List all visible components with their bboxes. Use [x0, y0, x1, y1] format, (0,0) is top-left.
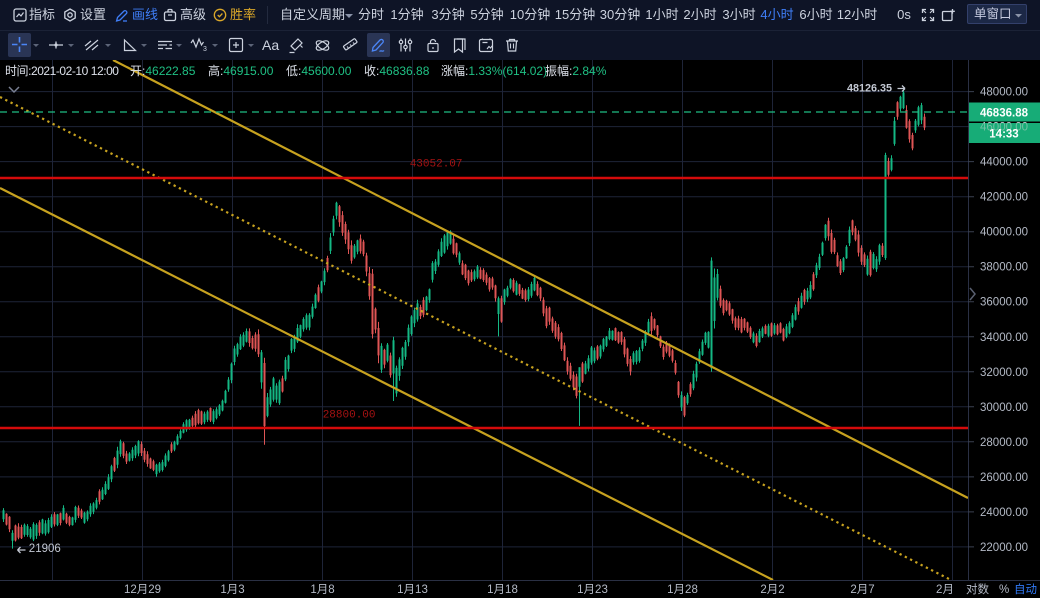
svg-text:40000.00: 40000.00	[980, 227, 1028, 239]
svg-text:46836.88: 46836.88	[980, 108, 1029, 120]
svg-text:2月2: 2月2	[760, 584, 784, 596]
svg-text:22000.00: 22000.00	[980, 542, 1028, 554]
svg-text:1月18: 1月18	[487, 584, 518, 596]
svg-text:28000.00: 28000.00	[980, 437, 1028, 449]
svg-text:2月7: 2月7	[850, 584, 874, 596]
svg-text:21906: 21906	[29, 543, 61, 555]
svg-text:36000.00: 36000.00	[980, 297, 1028, 309]
svg-text:%: %	[999, 584, 1009, 596]
svg-text:3: 3	[203, 46, 207, 53]
svg-text:1月3: 1月3	[220, 584, 244, 596]
svg-text:34000.00: 34000.00	[980, 332, 1028, 344]
svg-text:1月13: 1月13	[397, 584, 428, 596]
svg-text:1月8: 1月8	[310, 584, 334, 596]
svg-text:26000.00: 26000.00	[980, 472, 1028, 484]
svg-text:43052.07: 43052.07	[410, 159, 463, 171]
svg-text:46000.00: 46000.00	[980, 122, 1028, 134]
svg-text:14:33: 14:33	[989, 129, 1018, 141]
svg-text:28800.00: 28800.00	[323, 409, 376, 421]
svg-text:24000.00: 24000.00	[980, 507, 1028, 519]
svg-text:38000.00: 38000.00	[980, 262, 1028, 274]
svg-text:42000.00: 42000.00	[980, 192, 1028, 204]
svg-text:48126.35: 48126.35	[847, 83, 892, 95]
svg-text:自动: 自动	[1014, 583, 1037, 596]
svg-text:1月23: 1月23	[577, 584, 608, 596]
svg-text:1月28: 1月28	[667, 584, 698, 596]
svg-text:2月: 2月	[936, 584, 954, 596]
svg-text:12月29: 12月29	[124, 584, 161, 596]
svg-text:30000.00: 30000.00	[980, 402, 1028, 414]
svg-text:对数: 对数	[966, 582, 989, 596]
svg-text:32000.00: 32000.00	[980, 367, 1028, 379]
svg-text:48000.00: 48000.00	[980, 87, 1028, 99]
svg-text:44000.00: 44000.00	[980, 157, 1028, 169]
svg-text:时间:2021-02-10 12:00开:46222.85高: 时间:2021-02-10 12:00 开:46222.85 高:46915.00 低…	[5, 63, 607, 78]
